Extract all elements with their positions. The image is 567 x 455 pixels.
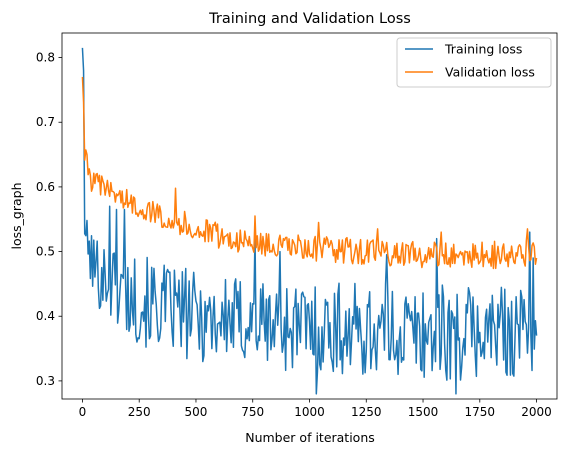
plot-frame [61, 32, 558, 400]
plot-area [81, 47, 538, 395]
x-axis-label: Number of iterations [245, 430, 375, 445]
x-tick-label: 1750 [465, 405, 496, 419]
x-tick-label: 750 [241, 405, 264, 419]
x-tick-label: 1500 [408, 405, 439, 419]
legend-label-training: Training loss [444, 42, 522, 57]
x-tick-label: 500 [185, 405, 208, 419]
y-tick-label: 0.4 [36, 309, 55, 323]
y-tick-label: 0.3 [36, 374, 55, 388]
y-tick-label: 0.6 [36, 180, 55, 194]
x-tick-label: 0 [79, 405, 87, 419]
y-tick-label: 0.5 [36, 245, 55, 259]
legend-box [396, 37, 552, 88]
x-tick-label: 250 [128, 405, 151, 419]
x-tick-label: 2000 [521, 405, 552, 419]
series-line-training-loss [81, 47, 538, 395]
ticks-layer: 0 250 500 750 1000 1250 1500 1750 2000 0.3 0.4 0.5 0… [36, 51, 552, 419]
x-tick-label: 1250 [351, 405, 382, 419]
legend-label-validation: Validation loss [445, 65, 535, 80]
series-line-validation-loss [81, 76, 538, 270]
chart-title: Training and Validation Loss [208, 11, 411, 27]
x-tick-label: 1000 [294, 405, 325, 419]
y-tick-label: 0.8 [36, 51, 55, 65]
legend: Training loss Validation loss [396, 37, 552, 88]
y-tick-label: 0.7 [36, 115, 55, 129]
y-axis-label: loss_graph [9, 183, 24, 250]
series-layer [81, 47, 538, 395]
